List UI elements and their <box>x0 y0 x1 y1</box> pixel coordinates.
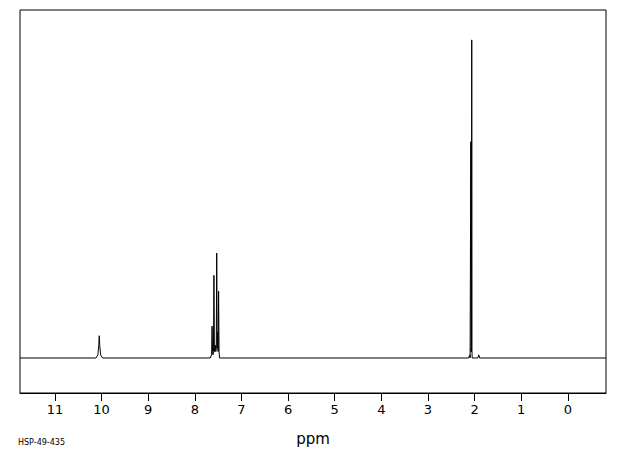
svg-text:6: 6 <box>284 402 292 417</box>
svg-text:0: 0 <box>564 402 572 417</box>
svg-text:8: 8 <box>191 402 199 417</box>
svg-text:ppm: ppm <box>296 430 330 448</box>
svg-text:7: 7 <box>237 402 245 417</box>
svg-text:1: 1 <box>517 402 525 417</box>
svg-text:10: 10 <box>93 402 110 417</box>
svg-text:4: 4 <box>377 402 385 417</box>
svg-text:11: 11 <box>47 402 64 417</box>
svg-text:5: 5 <box>331 402 339 417</box>
svg-text:2: 2 <box>470 402 478 417</box>
svg-text:3: 3 <box>424 402 432 417</box>
svg-text:HSP-49-435: HSP-49-435 <box>18 438 65 447</box>
svg-text:9: 9 <box>144 402 152 417</box>
